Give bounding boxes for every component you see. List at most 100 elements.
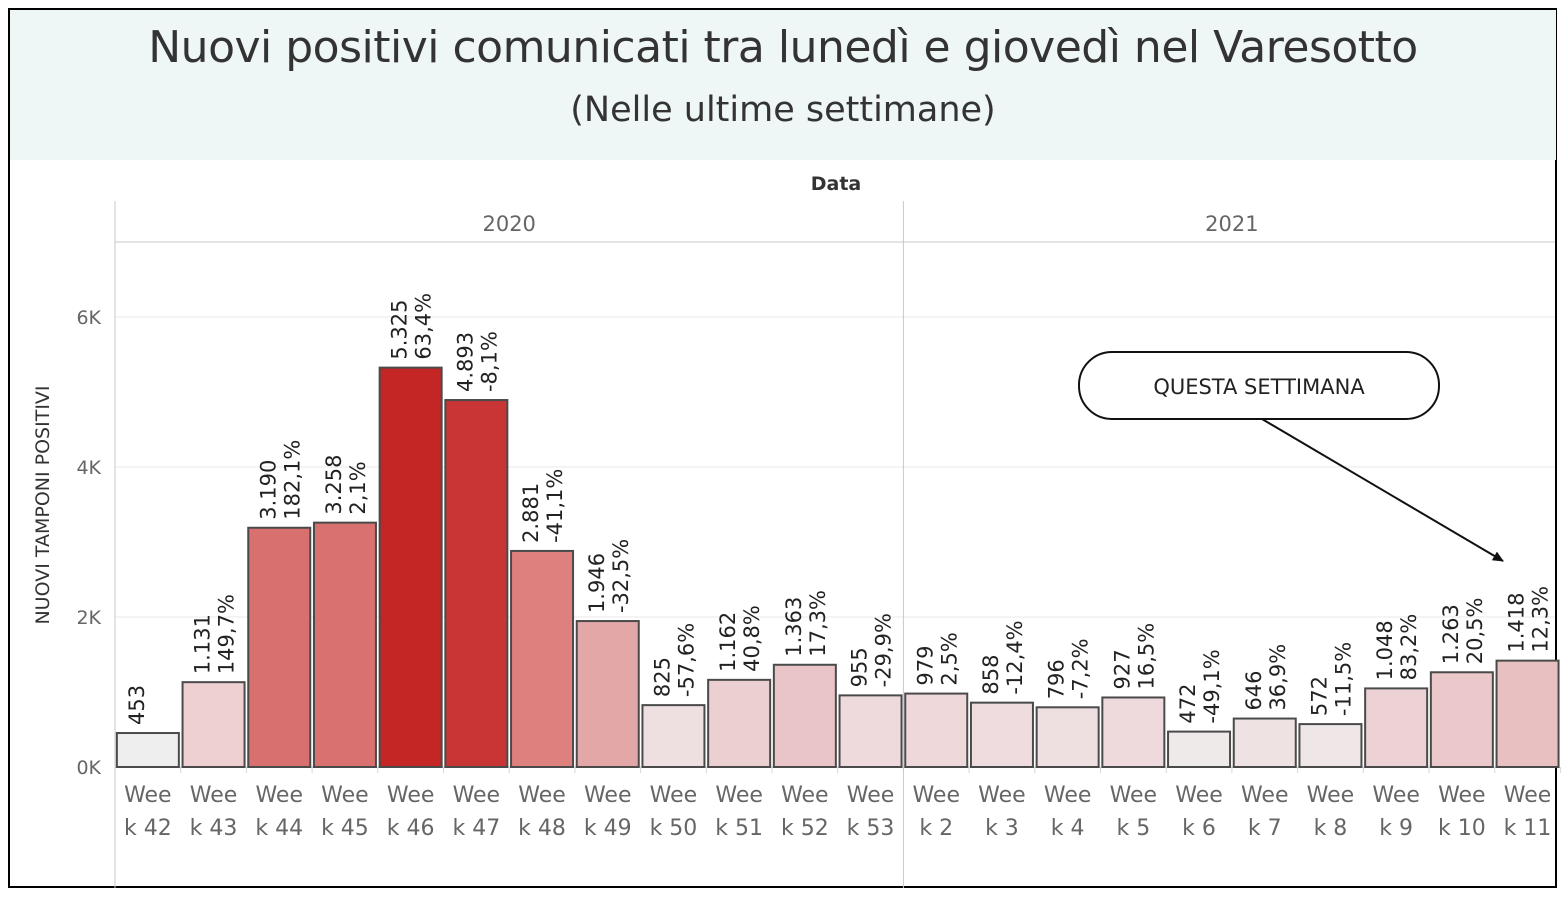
bar-percent-label: 149,7%: [215, 594, 239, 674]
bar-percent-label: 63,4%: [412, 293, 436, 360]
bar-value-label: 5.325: [388, 300, 412, 360]
bar-value-label: 3.258: [322, 455, 346, 515]
x-tick-label: Wee: [715, 783, 763, 808]
callout-arrow: [1261, 418, 1504, 562]
x-tick-label: k 46: [387, 816, 435, 841]
bar: [1495, 659, 1560, 769]
x-tick-label: k 8: [1314, 816, 1348, 841]
bar-percent-label: -7,2%: [1069, 638, 1093, 699]
x-tick-label: Wee: [1504, 783, 1552, 808]
x-tick-label: Wee: [847, 783, 895, 808]
bar: [772, 663, 837, 769]
bar: [1364, 687, 1429, 769]
bar-value-label: 796: [1045, 659, 1069, 699]
callout: QUESTA SETTIMANA: [1078, 351, 1504, 562]
bar-value-label: 1.263: [1439, 604, 1463, 664]
bars: [115, 366, 1560, 769]
bar-value-label: 955: [848, 647, 872, 687]
bar: [904, 692, 969, 769]
x-tick-label: k 9: [1379, 816, 1413, 841]
bar-percent-label: -29,9%: [872, 613, 896, 687]
x-tick-label: k 48: [518, 816, 566, 841]
bar: [115, 732, 180, 769]
x-tick-label: Wee: [781, 783, 829, 808]
bar-percent-label: -8,1%: [477, 331, 501, 392]
x-tick-label: k 47: [452, 816, 500, 841]
x-tick-label: Wee: [453, 783, 501, 808]
x-tick-label: Wee: [124, 783, 172, 808]
x-tick-label: k 49: [584, 816, 632, 841]
x-tick-label: k 6: [1182, 816, 1216, 841]
callout-label: QUESTA SETTIMANA: [1153, 375, 1365, 399]
bar-value-label: 825: [650, 657, 674, 697]
y-tick-label: 6K: [76, 307, 101, 329]
bar-value-label: 4.893: [453, 332, 477, 392]
bar: [378, 366, 443, 768]
bar: [575, 620, 640, 768]
year-header-label: 2020: [482, 212, 535, 236]
x-tick-label: Wee: [321, 783, 369, 808]
bar-percent-label: -49,1%: [1200, 649, 1224, 723]
x-tick-label: k 43: [190, 816, 238, 841]
year-header-label: 2021: [1205, 212, 1258, 236]
x-tick-label: Wee: [650, 783, 698, 808]
bar-value-label: 858: [979, 655, 1003, 695]
x-tick-label: k 42: [124, 816, 172, 841]
bar: [1101, 696, 1166, 768]
bar: [838, 694, 903, 768]
x-tick-label: k 3: [985, 816, 1019, 841]
x-tick-label: Wee: [1307, 783, 1355, 808]
x-tick-label: Wee: [255, 783, 303, 808]
bar: [312, 521, 377, 769]
bar: [247, 526, 312, 768]
x-tick-label: k 11: [1504, 816, 1552, 841]
bar-percent-label: 83,2%: [1397, 614, 1421, 681]
x-tick-label: Wee: [1372, 783, 1420, 808]
x-tick-label: Wee: [190, 783, 238, 808]
bar: [444, 399, 509, 768]
bar-value-label: 1.946: [585, 553, 609, 613]
bar-percent-label: -57,6%: [674, 623, 698, 697]
bar-percent-label: 40,8%: [740, 605, 764, 672]
y-tick-label: 2K: [76, 607, 101, 629]
x-tick-label: Wee: [1438, 783, 1486, 808]
title-band: [10, 10, 1556, 160]
bar-value-label: 979: [913, 645, 937, 685]
x-tick-label: k 52: [781, 816, 829, 841]
x-tick-label: k 50: [650, 816, 698, 841]
bar-value-label: 572: [1307, 676, 1331, 716]
bar: [1232, 717, 1297, 768]
bar: [1298, 723, 1363, 768]
bar-percent-label: -12,4%: [1003, 620, 1027, 694]
bar-percent-label: 20,5%: [1463, 598, 1487, 665]
column-header: Data: [811, 173, 862, 195]
bar-value-label: 646: [1242, 670, 1266, 710]
bar-value-label: 1.048: [1373, 620, 1397, 680]
bar-percent-label: 17,3%: [806, 590, 830, 657]
bar: [1035, 706, 1100, 768]
bar-value-label: 1.162: [716, 612, 740, 672]
x-tick-label: Wee: [1241, 783, 1289, 808]
bar-value-label: 1.418: [1505, 593, 1529, 653]
x-tick-label: Wee: [1044, 783, 1092, 808]
bar-value-label: 1.363: [782, 597, 806, 657]
bar: [1167, 730, 1232, 768]
x-tick-label: k 5: [1116, 816, 1150, 841]
bar: [181, 681, 246, 768]
x-tick-label: Wee: [584, 783, 632, 808]
x-tick-label: k 51: [715, 816, 763, 841]
axes: Data NUOVI TAMPONI POSITIVI 0K 2K 4K 6K 2020…: [32, 173, 1551, 841]
bar-percent-label: 2,1%: [346, 461, 370, 514]
bar-value-label: 927: [1110, 649, 1134, 689]
x-tick-label: Wee: [387, 783, 435, 808]
x-tick-label: Wee: [1175, 783, 1223, 808]
x-tick-label: k 45: [321, 816, 369, 841]
x-tick-label: Wee: [978, 783, 1026, 808]
callout-box: [1078, 351, 1440, 420]
chart-title: Nuovi positivi comunicati tra lunedì e g…: [148, 22, 1418, 73]
bar-value-label: 1.131: [191, 614, 215, 674]
bar: [641, 704, 706, 768]
bar-value-label: 2.881: [519, 483, 543, 543]
bar-value-label: 472: [1176, 684, 1200, 724]
